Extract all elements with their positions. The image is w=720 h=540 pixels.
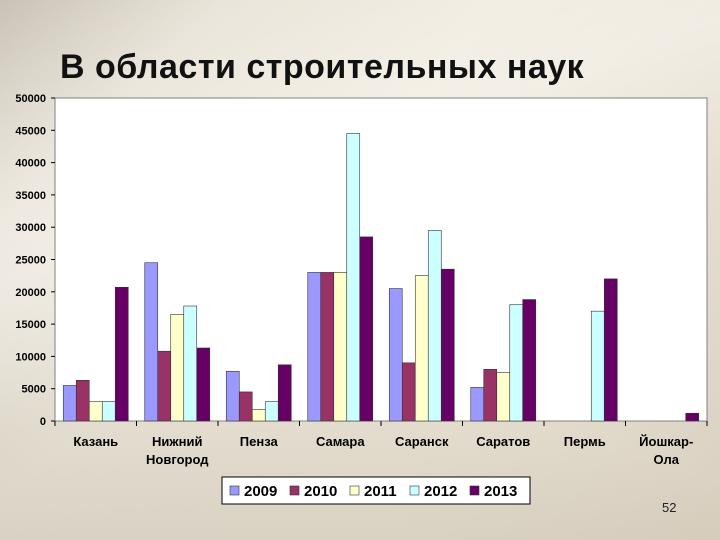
bar-2009-4 bbox=[388, 288, 403, 422]
legend-swatch bbox=[409, 485, 420, 496]
legend-swatch bbox=[349, 485, 360, 496]
bar-2011-2 bbox=[251, 409, 266, 422]
x-category-label: Йошкар- bbox=[639, 434, 693, 449]
legend-label: 2013 bbox=[484, 483, 517, 500]
y-tick-label: 50000 bbox=[15, 93, 46, 105]
bar-2010-4 bbox=[401, 362, 416, 422]
x-category-label: Ола bbox=[654, 452, 680, 467]
bar-2013-6 bbox=[603, 278, 618, 422]
bar-2009-2 bbox=[225, 370, 240, 422]
bar-2010-0 bbox=[75, 380, 90, 422]
bar-2012-4 bbox=[427, 230, 442, 422]
bar-2013-4 bbox=[440, 268, 455, 422]
bar-2013-1 bbox=[196, 347, 211, 422]
bar-2010-2 bbox=[238, 391, 253, 422]
y-tick-label: 15000 bbox=[15, 319, 46, 331]
legend-swatch bbox=[469, 485, 480, 496]
bar-2009-1 bbox=[144, 262, 159, 422]
y-tick-label: 30000 bbox=[15, 222, 46, 234]
bar-2010-5 bbox=[483, 369, 498, 422]
bar-2012-6 bbox=[590, 310, 605, 422]
x-category-label: Саратов bbox=[476, 434, 530, 449]
bar-2011-0 bbox=[88, 401, 103, 422]
y-tick-label: 20000 bbox=[15, 287, 46, 299]
y-tick-label: 45000 bbox=[15, 125, 46, 137]
bar-2012-5 bbox=[509, 304, 524, 422]
bar-2010-1 bbox=[157, 350, 172, 422]
x-category-label: Самара bbox=[316, 434, 365, 449]
bar-2011-1 bbox=[170, 314, 185, 422]
bar-2010-3 bbox=[320, 272, 335, 422]
bar-2011-3 bbox=[333, 272, 348, 422]
bar-2012-3 bbox=[346, 133, 361, 422]
legend-swatch bbox=[229, 485, 240, 496]
legend-label: 2010 bbox=[304, 483, 337, 500]
x-category-label: Саранск bbox=[395, 434, 449, 449]
bar-2012-2 bbox=[264, 401, 279, 422]
y-tick-label: 25000 bbox=[15, 255, 46, 267]
bar-2012-0 bbox=[101, 401, 116, 422]
slide-title: В области строительных наук bbox=[60, 48, 585, 86]
bar-2013-3 bbox=[359, 236, 374, 422]
x-category-label: Новгород bbox=[146, 452, 209, 467]
x-category-label: Нижний bbox=[152, 434, 202, 449]
bar-2009-0 bbox=[62, 385, 77, 422]
bar-2009-5 bbox=[470, 387, 485, 422]
y-tick-label: 0 bbox=[40, 416, 46, 428]
bar-2011-5 bbox=[496, 372, 511, 422]
legend-swatch bbox=[289, 485, 300, 496]
bar-2012-1 bbox=[183, 305, 198, 422]
x-category-label: Пенза bbox=[240, 434, 279, 449]
y-tick-label: 40000 bbox=[15, 158, 46, 170]
legend-label: 2009 bbox=[244, 483, 277, 500]
bar-2009-3 bbox=[307, 272, 322, 422]
bar-2013-0 bbox=[114, 286, 129, 422]
y-tick-label: 5000 bbox=[22, 384, 46, 396]
bar-2013-5 bbox=[522, 299, 537, 422]
legend-label: 2012 bbox=[424, 483, 457, 500]
y-tick-label: 35000 bbox=[15, 190, 46, 202]
x-category-label: Пермь bbox=[564, 434, 606, 449]
y-tick-label: 10000 bbox=[15, 351, 46, 363]
x-category-label: Казань bbox=[73, 434, 118, 449]
page-number: 52 bbox=[662, 500, 677, 515]
bar-2011-4 bbox=[414, 275, 429, 422]
bar-2013-2 bbox=[277, 364, 292, 422]
bar-2013-7 bbox=[685, 412, 700, 422]
legend-label: 2011 bbox=[364, 483, 397, 500]
